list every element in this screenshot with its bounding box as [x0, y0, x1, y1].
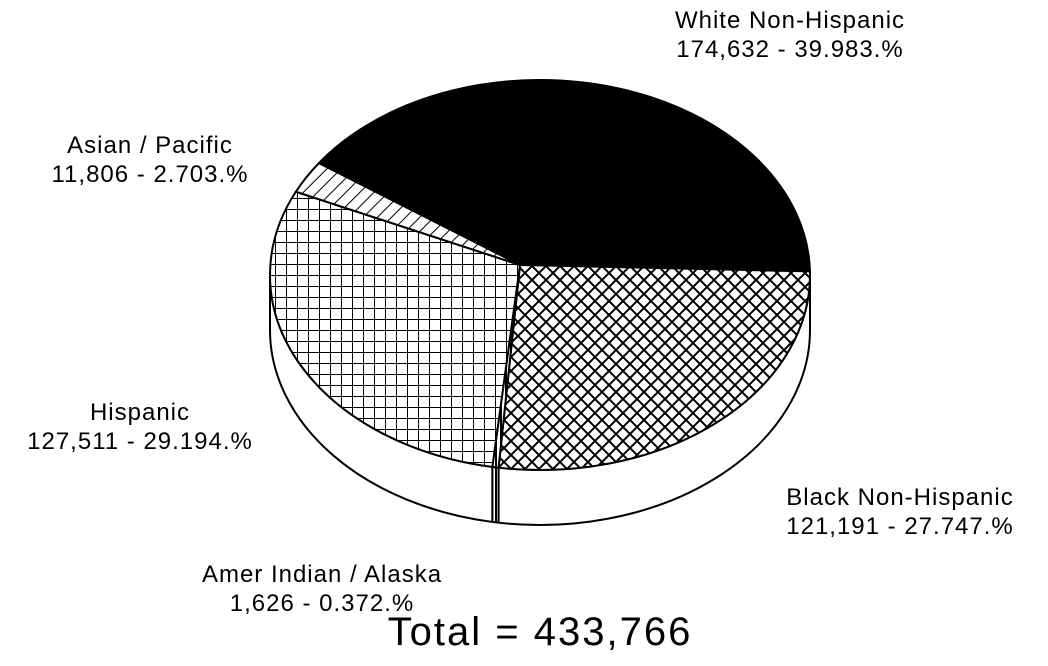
slice	[269, 190, 522, 469]
value-label: 174,632 - 39.983.%	[676, 36, 904, 63]
slice	[497, 263, 811, 471]
slice-label: Asian / Pacific	[67, 132, 233, 159]
value-label: 11,806 - 2.703.%	[51, 161, 248, 188]
slice-label: White Non-Hispanic	[675, 7, 905, 34]
total-label: Total = 433,766	[388, 610, 693, 654]
value-label: 121,191 - 27.747.%	[786, 513, 1014, 540]
slice	[317, 79, 811, 273]
slice-label: Black Non-Hispanic	[786, 484, 1013, 511]
slice-label: Hispanic	[90, 399, 190, 426]
value-label: 127,511 - 29.194.%	[27, 428, 253, 455]
slice	[294, 161, 521, 266]
slice-label: Amer Indian / Alaska	[202, 561, 442, 588]
value-label: 1,626 - 0.372.%	[230, 590, 414, 617]
